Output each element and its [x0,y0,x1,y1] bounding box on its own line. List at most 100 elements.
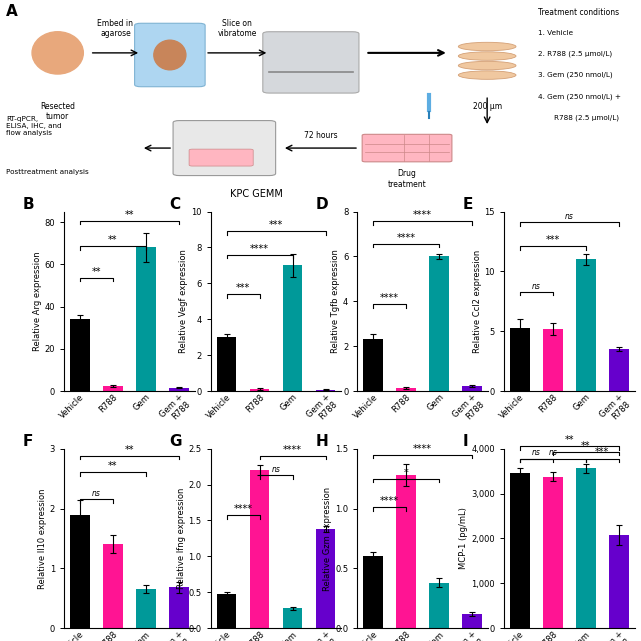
Bar [249,389,269,391]
Ellipse shape [32,31,83,74]
Text: Posttreatment analysis: Posttreatment analysis [6,169,89,175]
Text: **: ** [108,235,118,245]
FancyBboxPatch shape [263,31,359,93]
Text: **: ** [581,441,590,451]
Text: Resected
tumor: Resected tumor [40,101,75,121]
Y-axis label: Relative Vegf expression: Relative Vegf expression [179,249,188,353]
Bar [136,589,156,628]
Text: F: F [22,435,33,449]
Bar [315,529,335,628]
Bar [70,319,90,391]
Text: KPC GEMM: KPC GEMM [230,189,283,199]
Bar [543,329,563,391]
Text: ***: *** [545,235,560,245]
Bar [396,475,416,628]
Bar [70,515,90,628]
Bar [543,476,563,628]
Text: 72 hours: 72 hours [304,131,337,140]
Bar [462,386,482,391]
Bar [169,588,188,628]
Text: **: ** [124,210,134,219]
Bar [576,260,595,391]
Text: 4. Gem (250 nmol/L) +: 4. Gem (250 nmol/L) + [538,93,621,99]
Bar [315,390,335,391]
Text: R788 (2.5 μmol/L): R788 (2.5 μmol/L) [554,114,619,121]
Bar [103,386,123,391]
Text: ns: ns [565,212,574,221]
Ellipse shape [458,42,516,51]
Text: 1. Vehicle: 1. Vehicle [538,29,574,36]
Y-axis label: MCP-1 (pg/mL): MCP-1 (pg/mL) [460,508,469,569]
Text: ***: *** [269,221,283,230]
Y-axis label: Relative Ccl2 expression: Relative Ccl2 expression [472,249,481,353]
Text: ****: **** [380,294,399,303]
Ellipse shape [154,40,186,70]
Bar [363,340,383,391]
Text: ***: *** [236,283,250,293]
Text: D: D [315,197,328,212]
Y-axis label: Relative Il10 expression: Relative Il10 expression [38,488,47,588]
Ellipse shape [458,52,516,60]
Ellipse shape [458,62,516,70]
Ellipse shape [458,71,516,79]
Y-axis label: Relative Ifng expression: Relative Ifng expression [177,488,186,589]
Bar [576,469,595,628]
Text: A: A [6,4,18,19]
Bar [609,349,629,391]
Text: RT-qPCR,
ELISA, IHC, and
flow analysis: RT-qPCR, ELISA, IHC, and flow analysis [6,117,62,137]
FancyBboxPatch shape [189,149,253,166]
Text: Slice on
vibratome: Slice on vibratome [217,19,257,38]
Bar [103,544,123,628]
Bar [429,256,449,391]
Text: **: ** [108,461,118,471]
FancyBboxPatch shape [173,121,276,176]
Text: **: ** [124,445,134,455]
Text: 3. Gem (250 nmol/L): 3. Gem (250 nmol/L) [538,72,613,78]
Bar [510,328,529,391]
Text: *: * [404,467,408,478]
Text: ****: **** [233,504,253,514]
Text: Drug
treatment: Drug treatment [388,169,426,188]
Bar [429,583,449,628]
Bar [283,608,303,628]
Bar [136,247,156,391]
Text: ns: ns [92,489,101,498]
Y-axis label: Relative Gzm expression: Relative Gzm expression [324,487,333,590]
Y-axis label: Relative Tgfb expression: Relative Tgfb expression [331,249,340,353]
Text: ns: ns [548,449,557,458]
Text: Embed in
agarose: Embed in agarose [97,19,133,38]
Text: ****: **** [397,233,415,243]
Bar [363,556,383,628]
Bar [510,473,529,628]
Text: ****: **** [413,444,432,454]
Text: E: E [462,197,472,212]
Bar [462,614,482,628]
Text: ****: **** [283,445,302,455]
Bar [283,265,303,391]
Text: ns: ns [532,281,541,290]
Text: ****: **** [380,496,399,506]
Text: 200 μm: 200 μm [472,101,502,110]
Bar [217,337,237,391]
FancyBboxPatch shape [135,23,205,87]
Text: I: I [462,435,468,449]
Text: **: ** [565,435,574,445]
Text: G: G [169,435,181,449]
Bar [169,388,188,391]
Bar [609,535,629,628]
FancyBboxPatch shape [362,135,452,162]
Text: **: ** [92,267,101,276]
Text: C: C [169,197,180,212]
Text: Treatment conditions: Treatment conditions [538,8,620,17]
Y-axis label: Relative Arg expression: Relative Arg expression [33,251,42,351]
Text: ****: **** [413,210,432,221]
Text: ****: **** [250,244,269,254]
Text: ns: ns [532,449,541,458]
Bar [217,594,237,628]
Text: B: B [22,197,34,212]
Bar [249,470,269,628]
Text: ***: *** [595,447,610,458]
Text: 2. R788 (2.5 μmol/L): 2. R788 (2.5 μmol/L) [538,51,613,57]
Text: ns: ns [272,465,281,474]
Bar [396,388,416,391]
